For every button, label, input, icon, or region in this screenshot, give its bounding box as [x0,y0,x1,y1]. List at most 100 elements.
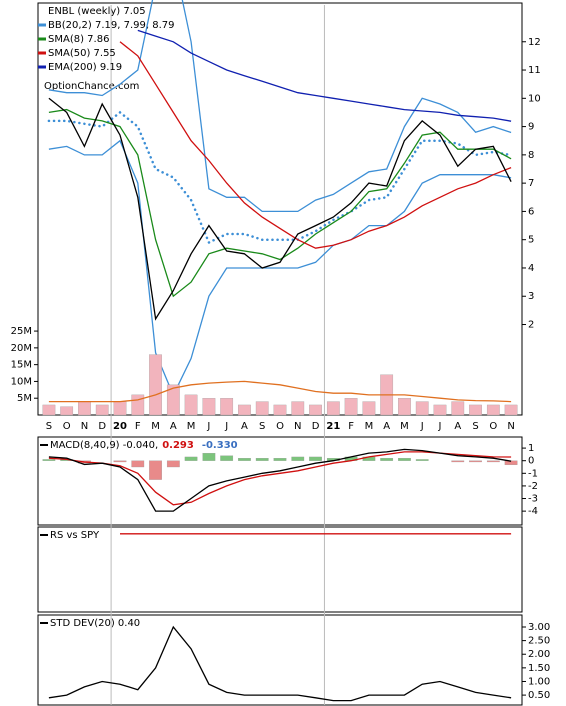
y-tick-label: 12 [528,37,541,48]
bar [291,401,305,416]
bar [273,458,287,461]
bar [113,401,127,416]
y-tick-label: 9 [528,122,534,133]
x-tick-label: J [206,421,210,432]
bar [78,401,91,416]
bar [451,460,465,463]
y-tick-label: 10M [11,376,32,387]
bar [220,455,234,461]
bar [469,404,482,416]
x-tick-label: A [383,421,390,432]
series-label: 0.293 [162,440,194,451]
y-tick-label: 25M [11,326,32,337]
bar [415,401,429,416]
y-tick-label: 20M [11,343,32,354]
legend-label: SMA(50) 7.55 [48,48,116,59]
series-line [47,110,513,245]
x-tick-label: M [187,421,196,432]
x-tick-label: S [472,421,478,432]
y-tick-label: 11 [528,65,541,76]
y-tick-label: 15M [11,360,32,371]
chart-title: ENBL (weekly) 7.05 [48,6,146,17]
panel-title: MACD(8,40,9) -0.040, [50,440,158,451]
bar [202,452,216,461]
x-tick-label: N [294,421,301,432]
y-tick-label: 0.50 [528,690,550,701]
bar [451,401,465,416]
x-tick-label: J [438,421,442,432]
y-tick-label: 3.00 [528,622,550,633]
bar [113,460,127,463]
bar [309,404,322,416]
series-label: -0.330 [202,440,238,451]
bar [344,398,358,416]
y-tick-label: 2 [528,320,534,331]
y-tick-label: -3 [528,494,538,505]
bar [220,398,234,416]
x-tick-label: D [312,421,320,432]
bar [362,401,376,416]
bar [486,460,500,463]
bar [42,404,56,416]
macd-frame [37,436,523,526]
series-line [48,448,512,512]
series-line [48,625,512,702]
y-tick-label: 2.50 [528,636,550,647]
y-tick-label: 10 [528,93,541,104]
x-tick-label: 21 [326,421,340,432]
bar [273,404,287,416]
bar [60,406,74,416]
bar [326,401,340,416]
bar [433,404,447,416]
y-tick-label: 3 [528,291,534,302]
y-tick-label: 1 [528,443,534,454]
x-tick-label: M [365,421,374,432]
bar [184,456,198,461]
panel-title: STD DEV(20) 0.40 [50,618,140,629]
x-tick-label: S [259,421,265,432]
series-line [119,41,512,249]
y-tick-label: 5M [17,393,32,404]
series-line [48,97,512,321]
x-tick-label: M [400,421,409,432]
legend-label: EMA(200) 9.19 [48,62,122,73]
panel-title: RS vs SPY [50,530,100,541]
bar [398,398,411,416]
x-tick-label: J [420,421,424,432]
x-tick-label: J [224,421,228,432]
bar [131,460,145,468]
y-tick-label: 4 [528,263,534,274]
x-tick-label: 20 [113,421,127,432]
bar [255,401,269,416]
bar [184,394,198,416]
bar [504,404,518,416]
std-frame [37,614,523,706]
x-tick-label: A [454,421,461,432]
rs-frame [37,526,523,613]
y-tick-label: -1 [528,468,538,479]
y-tick-label: 2.00 [528,649,550,660]
bar [149,354,162,416]
x-tick-label: M [151,421,160,432]
x-tick-label: D [98,421,106,432]
watermark: OptionChance.com [44,81,139,92]
bar [166,460,180,468]
bar [504,460,518,466]
y-tick-label: -4 [528,506,538,517]
bar [469,460,482,463]
x-tick-label: F [135,421,141,432]
bar [291,456,305,461]
series-line [48,0,512,213]
y-tick-label: -2 [528,481,538,492]
x-tick-label: N [81,421,88,432]
series-line [48,139,512,397]
x-tick-label: A [170,421,177,432]
bar [398,458,411,461]
bar [415,459,429,461]
series-line [48,108,512,298]
bar [202,398,216,416]
bar [131,394,145,416]
x-tick-label: O [276,421,284,432]
y-tick-label: 7 [528,178,534,189]
